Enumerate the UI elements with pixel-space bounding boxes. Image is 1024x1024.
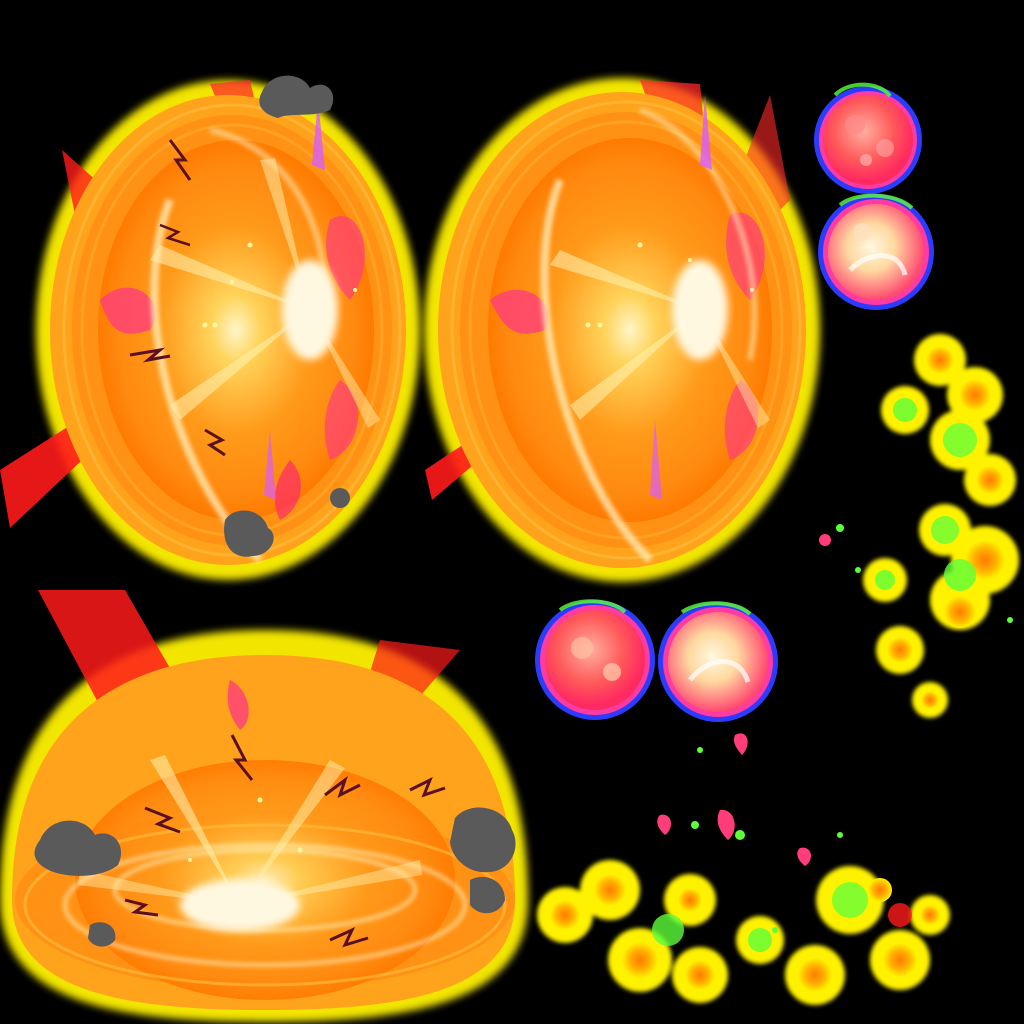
ember-particles-sprite-2 bbox=[537, 733, 950, 1005]
ember-particles-sprite-1 bbox=[819, 334, 1019, 718]
fire-orb-sprite-4 bbox=[658, 601, 778, 722]
ground-explosion-sprite bbox=[0, 590, 528, 1022]
explosion-burst-sprite-1 bbox=[0, 75, 420, 580]
fire-orb-sprite-1 bbox=[814, 82, 922, 194]
fire-orb-sprite-2 bbox=[818, 193, 934, 310]
fire-orb-sprite-3 bbox=[535, 599, 655, 720]
explosion-burst-sprite-2 bbox=[424, 78, 820, 582]
